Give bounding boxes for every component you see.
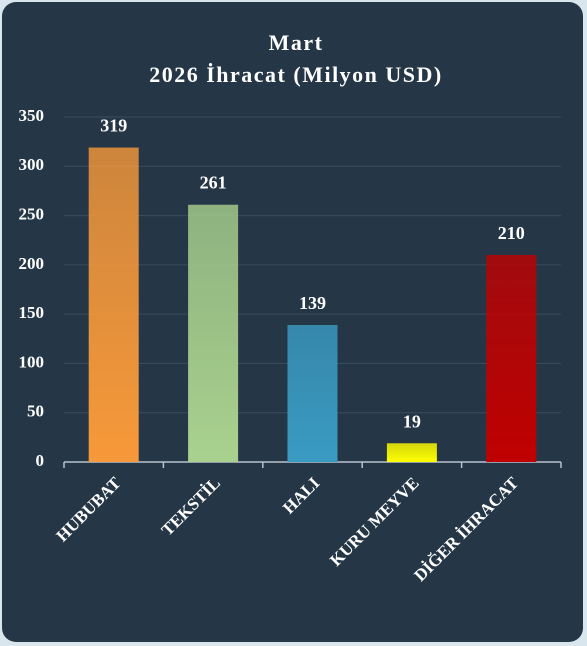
- x-tick-label: DİĞER İHRACAT: [410, 473, 522, 585]
- x-tick-label: HUBUBAT: [53, 473, 125, 545]
- y-tick-label: 50: [27, 402, 44, 421]
- y-tick-label: 150: [19, 303, 45, 322]
- y-tick-label: 250: [19, 204, 45, 223]
- chart-title: Mart: [269, 30, 324, 55]
- bar: [386, 443, 437, 462]
- value-label: 19: [403, 411, 421, 431]
- y-tick-label: 100: [19, 352, 45, 371]
- bar: [287, 324, 338, 462]
- value-label: 319: [100, 116, 127, 136]
- value-label: 210: [498, 223, 525, 243]
- y-tick-label: 300: [19, 155, 45, 174]
- bar: [88, 147, 139, 463]
- value-label: 139: [299, 293, 326, 313]
- chart-title: 2026 İhracat (Milyon USD): [149, 62, 443, 87]
- x-tick-label: HALI: [279, 473, 323, 517]
- x-tick-label: KURU MEYVE: [326, 473, 423, 570]
- x-tick-label: TEKSTİL: [158, 473, 224, 539]
- y-tick-label: 0: [36, 451, 45, 470]
- y-tick-label: 200: [19, 254, 45, 273]
- y-tick-label: 350: [19, 106, 45, 125]
- value-label: 261: [200, 173, 227, 193]
- bar: [188, 204, 239, 462]
- bar: [486, 255, 537, 462]
